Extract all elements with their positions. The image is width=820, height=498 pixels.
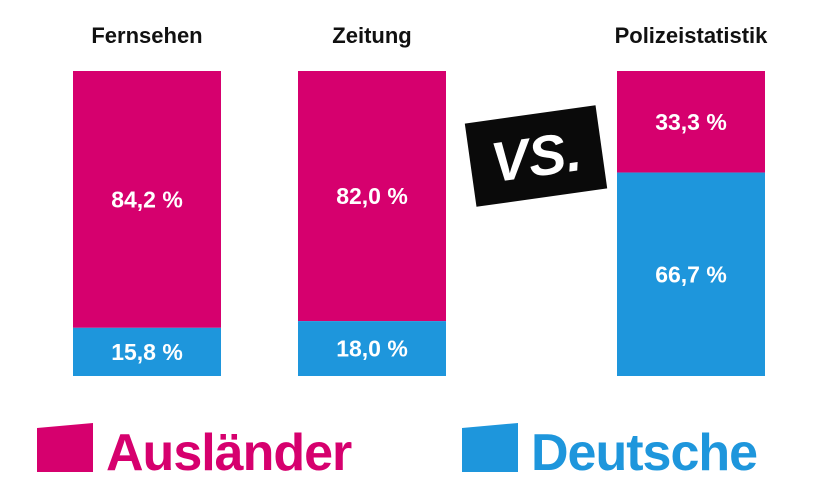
- bar-group-polizeistatistik: Polizeistatistik 33,3 % 66,7 %: [615, 23, 769, 376]
- legend-item-auslaender: Ausländer: [37, 423, 353, 482]
- legend-swatch-auslaender: [37, 423, 93, 472]
- legend-label-auslaender: Ausländer: [106, 424, 352, 482]
- category-label-fernsehen: Fernsehen: [91, 23, 202, 48]
- data-label-fernsehen-auslaender: 84,2 %: [111, 186, 183, 212]
- vs-badge-text: VS.: [487, 119, 585, 194]
- bar-polizeistatistik-deutsche: [617, 172, 765, 376]
- bar-groups: Fernsehen 84,2 % 15,8 % Zeitung 82,0 % 18,0 %…: [73, 23, 768, 376]
- data-label-polizeistatistik-deutsche: 66,7 %: [655, 261, 727, 287]
- bar-group-fernsehen: Fernsehen 84,2 % 15,8 %: [73, 23, 221, 376]
- data-label-zeitung-auslaender: 82,0 %: [336, 183, 408, 209]
- bar-group-zeitung: Zeitung 82,0 % 18,0 %: [298, 23, 446, 376]
- data-label-polizeistatistik-auslaender: 33,3 %: [655, 109, 727, 135]
- legend-item-deutsche: Deutsche: [462, 423, 758, 482]
- bar-zeitung-deutsche: [298, 321, 446, 376]
- data-label-zeitung-deutsche: 18,0 %: [336, 336, 408, 362]
- bar-fernsehen-deutsche: [73, 327, 221, 376]
- legend-swatch-deutsche: [462, 423, 518, 472]
- vs-badge-background: [464, 105, 608, 207]
- data-label-fernsehen-deutsche: 15,8 %: [111, 339, 183, 365]
- vs-badge: VS.: [464, 105, 608, 207]
- category-label-polizeistatistik: Polizeistatistik: [615, 23, 769, 48]
- bar-polizeistatistik-auslaender: [617, 71, 765, 173]
- legend-label-deutsche: Deutsche: [531, 424, 757, 482]
- bar-fernsehen-auslaender: [73, 71, 221, 328]
- category-label-zeitung: Zeitung: [332, 23, 411, 48]
- bar-zeitung-auslaender: [298, 71, 446, 322]
- legend: Ausländer Deutsche: [37, 423, 758, 482]
